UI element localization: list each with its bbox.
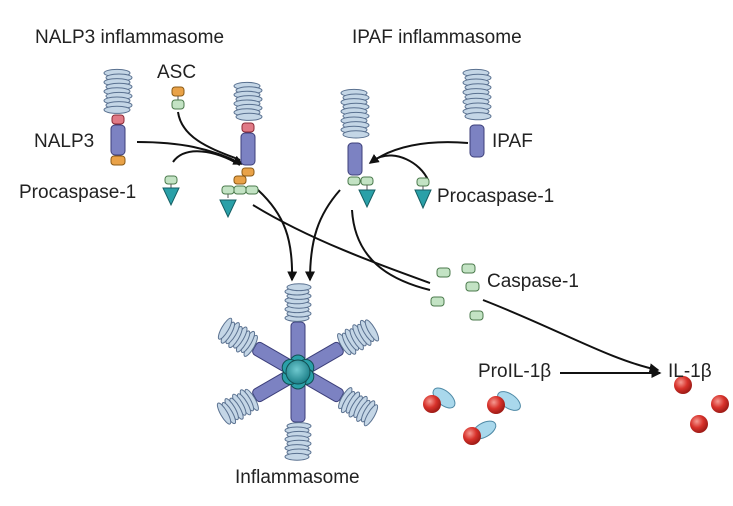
- caspase-subunit: [465, 281, 480, 292]
- inflammasome-arm: [284, 381, 312, 461]
- caspase1-subunits: [430, 263, 484, 321]
- il1b-molecules: [674, 376, 729, 433]
- arrow-ipaf-to-complex: [368, 141, 469, 164]
- pro-il1b: [487, 391, 521, 414]
- inflammasome-arm: [216, 371, 292, 425]
- procaspase1-right-molecule: [414, 177, 432, 210]
- label-pro-il1b: ProIL-1β: [478, 361, 552, 382]
- lrr-coil: [342, 130, 370, 139]
- inflammasome-arm: [304, 319, 380, 373]
- arrow-nalp3-complex-to-caspase: [252, 204, 431, 284]
- asc-pyd: [171, 86, 185, 97]
- inflammasome-hexamer: [216, 283, 380, 461]
- procaspase1-left-molecule: [162, 175, 180, 207]
- card-domain: [110, 155, 126, 166]
- lrr-domain: [103, 68, 133, 114]
- arrow-ipaf-complex-to-caspase: [351, 209, 431, 291]
- ipaf-complex: [340, 88, 376, 209]
- inflammasome-arm: [217, 317, 292, 373]
- ipaf-molecule: [462, 68, 492, 158]
- label-ipaf: IPAF: [492, 131, 533, 152]
- arrow-procaspase-left-to-complex: [172, 150, 241, 166]
- lrr-coil: [464, 112, 492, 121]
- arrow-nalp3-complex-to-inflammasome: [257, 189, 298, 282]
- pathway-arrows: [136, 111, 662, 378]
- nacht-domain: [469, 124, 485, 158]
- nalp3-complex: [219, 81, 263, 219]
- label-il1b: IL-1β: [668, 361, 712, 382]
- title-ipaf-inflammasome: IPAF inflammasome: [352, 27, 522, 48]
- inflammasome-arm: [304, 371, 379, 427]
- lrr-domain: [340, 88, 370, 139]
- il1b: [690, 415, 708, 433]
- pro-il1b-molecules: [423, 387, 521, 445]
- label-inflammasome: Inflammasome: [235, 467, 360, 488]
- label-caspase1: Caspase-1: [487, 271, 579, 292]
- label-nalp3: NALP3: [34, 131, 95, 152]
- nalp3-molecule: [103, 68, 133, 166]
- title-nalp3-inflammasome: NALP3 inflammasome: [35, 27, 225, 48]
- arrow-caspase-to-il1b: [482, 299, 660, 374]
- caspase-subunit: [430, 296, 445, 307]
- caspase-subunit: [436, 267, 451, 278]
- lrr-domain: [233, 81, 263, 121]
- asc-molecule: [171, 86, 185, 110]
- label-procaspase1-left: Procaspase-1: [19, 182, 137, 203]
- caspase-subunit: [469, 310, 484, 321]
- arrow-asc-to-complex: [177, 111, 241, 161]
- lrr-coil: [235, 112, 263, 121]
- il1b: [711, 395, 729, 413]
- pro-il1b: [423, 387, 456, 413]
- arrow-procaspase-right-to-complex: [377, 154, 429, 181]
- lrr-coil: [103, 105, 131, 114]
- inflammasome-arm: [284, 283, 312, 363]
- pyd-domain: [111, 114, 125, 125]
- pro-il1b: [463, 420, 497, 445]
- lrr-domain: [462, 68, 492, 121]
- nacht-domain: [110, 124, 126, 156]
- arrow-nalp3-to-complex: [136, 141, 244, 165]
- caspase-tip: [162, 187, 180, 207]
- caspase-card: [164, 175, 178, 185]
- inflammasome-core: [285, 359, 311, 385]
- arrow-ipaf-complex-to-inflammasome: [305, 189, 341, 282]
- asc-card: [171, 99, 185, 110]
- label-procaspase1-right: Procaspase-1: [437, 186, 555, 207]
- il1b: [674, 376, 692, 394]
- label-asc: ASC: [157, 62, 197, 83]
- caspase-subunit: [461, 263, 476, 274]
